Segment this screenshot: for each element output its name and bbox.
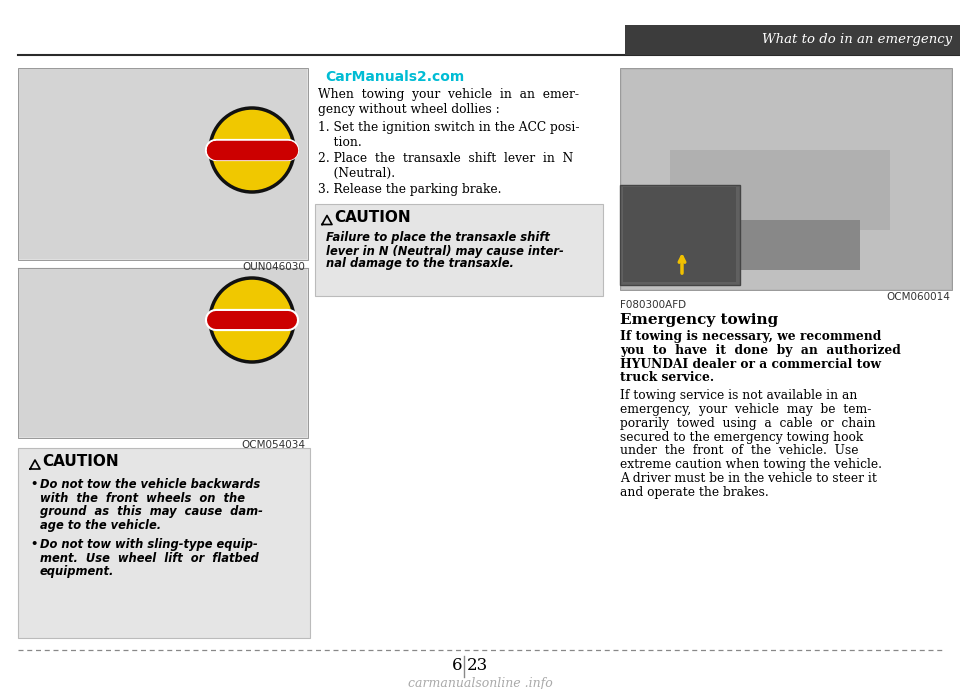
Text: with  the  front  wheels  on  the: with the front wheels on the	[40, 491, 245, 504]
Text: What to do in an emergency: What to do in an emergency	[762, 34, 952, 46]
Text: carmanualsonline .info: carmanualsonline .info	[408, 677, 552, 689]
Bar	[18, 448, 310, 638]
Text: porarily  towed  using  a  cable  or  chain: porarily towed using a cable or chain	[620, 417, 876, 430]
Text: extreme caution when towing the vehicle.: extreme caution when towing the vehicle.	[620, 458, 882, 471]
Bar	[625, 25, 960, 55]
Bar	[18, 268, 308, 438]
Text: emergency,  your  vehicle  may  be  tem-: emergency, your vehicle may be tem-	[620, 403, 872, 416]
Text: CarManuals2.com: CarManuals2.com	[325, 70, 465, 84]
Text: F080300AFD: F080300AFD	[620, 300, 686, 310]
Text: Emergency towing: Emergency towing	[620, 313, 779, 327]
Text: under  the  front  of  the  vehicle.  Use: under the front of the vehicle. Use	[620, 444, 858, 457]
Text: (Neutral).: (Neutral).	[318, 167, 396, 180]
Text: and operate the brakes.: and operate the brakes.	[620, 486, 769, 499]
Text: CAUTION: CAUTION	[42, 455, 119, 469]
Text: If towing is necessary, we recommend: If towing is necessary, we recommend	[620, 330, 881, 343]
Text: age to the vehicle.: age to the vehicle.	[40, 519, 161, 531]
Text: 23: 23	[467, 657, 489, 675]
Text: secured to the emergency towing hook: secured to the emergency towing hook	[620, 431, 863, 444]
Text: 1. Set the ignition switch in the ACC posi-: 1. Set the ignition switch in the ACC po…	[318, 121, 580, 134]
Text: you  to  have  it  done  by  an  authorized: you to have it done by an authorized	[620, 344, 900, 357]
Text: ground  as  this  may  cause  dam-: ground as this may cause dam-	[40, 505, 263, 518]
Text: 2. Place  the  transaxle  shift  lever  in  N: 2. Place the transaxle shift lever in N	[318, 152, 573, 165]
Text: OCM060014: OCM060014	[886, 292, 950, 302]
Circle shape	[210, 278, 294, 362]
Bar	[623, 187, 736, 282]
Text: OCM054034: OCM054034	[241, 440, 305, 450]
Bar	[670, 150, 890, 230]
Text: OUN046030: OUN046030	[242, 262, 305, 272]
Text: CAUTION: CAUTION	[334, 210, 411, 225]
Text: •: •	[30, 538, 37, 551]
Text: A driver must be in the vehicle to steer it: A driver must be in the vehicle to steer…	[620, 472, 876, 485]
Text: 3. Release the parking brake.: 3. Release the parking brake.	[318, 183, 501, 196]
Text: When  towing  your  vehicle  in  an  emer-: When towing your vehicle in an emer-	[318, 88, 579, 101]
Text: truck service.: truck service.	[620, 371, 714, 384]
Bar	[19, 69, 307, 259]
Text: ment.  Use  wheel  lift  or  flatbed: ment. Use wheel lift or flatbed	[40, 551, 259, 564]
Text: equipment.: equipment.	[40, 565, 114, 578]
Text: If towing service is not available in an: If towing service is not available in an	[620, 389, 857, 402]
Text: nal damage to the transaxle.: nal damage to the transaxle.	[326, 258, 514, 271]
Circle shape	[210, 108, 294, 192]
Text: Do not tow with sling-type equip-: Do not tow with sling-type equip-	[40, 538, 257, 551]
Text: Failure to place the transaxle shift: Failure to place the transaxle shift	[326, 232, 550, 245]
Text: gency without wheel dollies :: gency without wheel dollies :	[318, 103, 500, 116]
Text: Do not tow the vehicle backwards: Do not tow the vehicle backwards	[40, 478, 260, 491]
Bar	[620, 185, 740, 285]
Bar	[19, 269, 307, 437]
Text: HYUNDAI dealer or a commercial tow: HYUNDAI dealer or a commercial tow	[620, 358, 881, 371]
Text: tion.: tion.	[318, 136, 362, 149]
Bar	[622, 70, 951, 289]
Bar	[620, 68, 952, 290]
Text: •: •	[30, 478, 37, 491]
Bar	[18, 68, 308, 260]
Text: lever in N (Neutral) may cause inter-: lever in N (Neutral) may cause inter-	[326, 245, 564, 258]
Bar	[700, 220, 860, 270]
Text: 6: 6	[451, 657, 462, 675]
Bar	[315, 203, 603, 296]
